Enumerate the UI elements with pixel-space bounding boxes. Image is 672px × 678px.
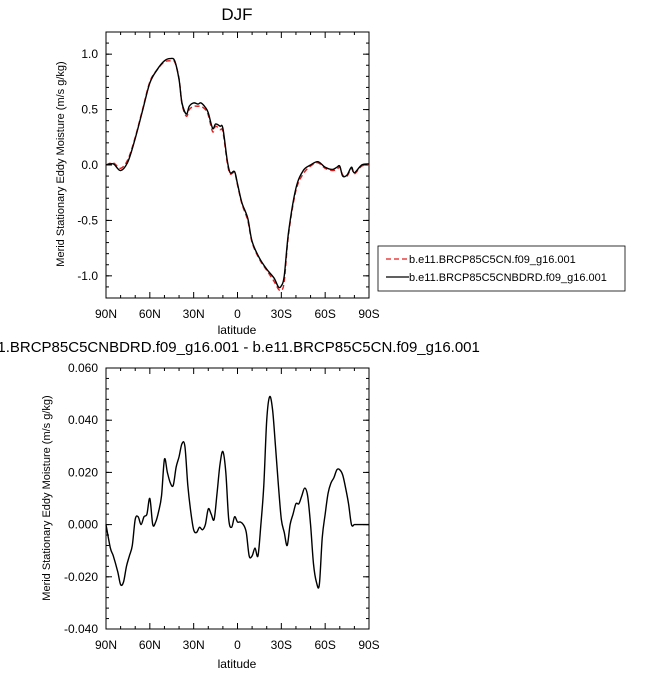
bottom-chart-frame (105, 367, 370, 630)
bottom-chart-x-tick-label: 90S (358, 638, 379, 652)
bottom-chart-y-axis-label: Merid Stationary Eddy Moisture (m/s g/kg… (41, 395, 53, 600)
top-chart-x-tick-label: 60S (314, 307, 335, 321)
bottom-chart-x-axis-label: latitude (218, 657, 257, 671)
top-chart-y-tick-label: 1.0 (81, 47, 98, 61)
bottom-chart-y-tick-label: 0.060 (68, 361, 98, 375)
bottom-chart-y-tick-label: -0.020 (64, 570, 98, 584)
top-chart-y-tick-label: -0.5 (77, 213, 98, 227)
bottom-chart-y-tick-label: 0.020 (68, 465, 98, 479)
bottom-chart-y-tick-label: 0.000 (68, 518, 98, 532)
bottom-chart-x-tick-label: 30N (183, 638, 205, 652)
bottom-chart-series-line-1 (105, 395, 369, 589)
bottom-chart-x-tick-label: 30S (271, 638, 292, 652)
bottom-chart-y-tick-label: -0.040 (64, 622, 98, 636)
legend-label-series-2: b.e11.BRCP85C5CNBDRD.f09_g16.001 (409, 272, 607, 284)
top-chart-y-axis-label: Merid Stationary Eddy Moisture (m/s g/kg… (55, 61, 67, 266)
bottom-chart-title: 11.BRCP85C5CNBDRD.f09_g16.001 - b.e11.BR… (0, 339, 480, 356)
legend-label-series-1: b.e11.BRCP85C5CN.f09_g16.001 (409, 254, 576, 266)
top-chart-series-line-1 (105, 59, 370, 292)
top-chart: DJF latitude Merid Stationary Eddy Moist… (55, 5, 626, 337)
top-chart-x-tick-label: 0 (234, 307, 241, 321)
top-chart-frame (105, 31, 370, 299)
top-chart-series (105, 57, 370, 292)
bottom-chart-x-tick-label: 90N (95, 638, 117, 652)
top-chart-series-line-2 (105, 57, 370, 289)
top-chart-title: DJF (221, 5, 252, 24)
bottom-chart: 11.BRCP85C5CNBDRD.f09_g16.001 - b.e11.BR… (0, 339, 480, 671)
legend-box (377, 245, 626, 292)
top-chart-y-tick-label: 0.0 (81, 158, 98, 172)
top-chart-x-tick-label: 90N (95, 307, 117, 321)
bottom-chart-x-tick-label: 0 (234, 638, 241, 652)
top-chart-x-tick-label: 60N (139, 307, 161, 321)
top-chart-axes: 90N 60N 30N 0 30S 60S 90S 1.0 0.5 0.0 -0.5 -1.0 (77, 31, 380, 321)
top-chart-x-tick-label: 30N (183, 307, 205, 321)
top-chart-legend: b.e11.BRCP85C5CN.f09_g16.001 b.e11.BRCP8… (377, 245, 626, 292)
bottom-chart-y-tick-label: 0.040 (68, 413, 98, 427)
bottom-chart-x-tick-label: 60N (139, 638, 161, 652)
top-chart-x-axis-label: latitude (218, 323, 257, 337)
top-chart-y-tick-label: 0.5 (81, 103, 98, 117)
bottom-chart-x-tick-label: 60S (314, 638, 335, 652)
top-chart-x-tick-label: 30S (271, 307, 292, 321)
top-chart-x-tick-label: 90S (358, 307, 379, 321)
bottom-chart-axes: 90N 60N 30N 0 30S 60S 90S 0.060 0.040 0.020 0.000 -… (64, 361, 380, 652)
top-chart-y-tick-label: -1.0 (77, 269, 98, 283)
bottom-chart-series (105, 395, 369, 589)
